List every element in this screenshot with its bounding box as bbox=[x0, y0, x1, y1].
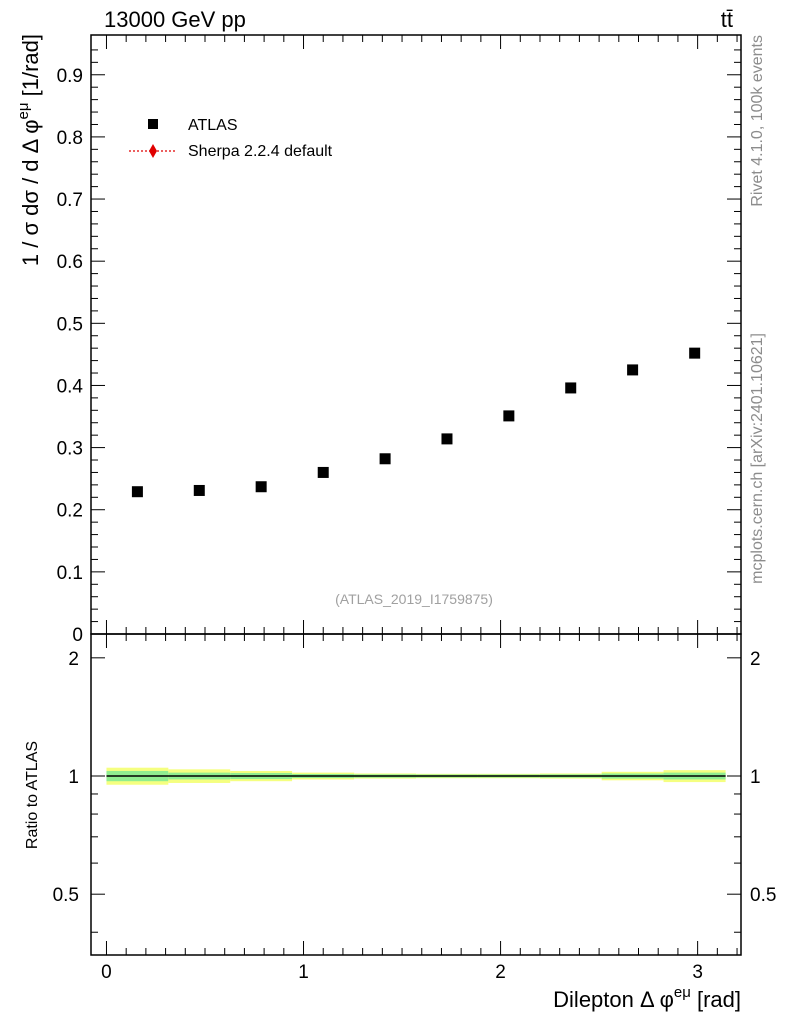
main-ytick-label: 0.8 bbox=[57, 128, 83, 149]
main-points bbox=[131, 347, 701, 498]
ratio-ylabel: Ratio to ATLAS bbox=[24, 741, 41, 849]
watermark: (ATLAS_2019_I1759875) bbox=[335, 591, 493, 607]
atlas-data-point bbox=[317, 466, 329, 478]
xlabel-sup: eμ bbox=[674, 984, 691, 1001]
energy-label: 13000 GeV pp bbox=[104, 7, 246, 32]
ratio-xlabel: Dilepton Δ φeμ [rad] bbox=[553, 984, 741, 1012]
main-ylabel: 1 / σ dσ / d Δ φeμ [1/rad] bbox=[15, 34, 43, 266]
legend: ATLAS Sherpa 2.2.4 default bbox=[129, 117, 333, 160]
mcplots-text: mcplots.cern.ch [arXiv:2401.10621] bbox=[749, 333, 766, 584]
process-label: tt̄ bbox=[721, 7, 733, 32]
main-ytick-label: 0.3 bbox=[57, 439, 83, 460]
main-ylabel-unit: [1/rad] bbox=[18, 34, 43, 102]
atlas-data-point bbox=[627, 364, 639, 376]
atlas-data-point bbox=[379, 453, 391, 465]
ratio-panel: 0.5 0.5 1 1 2 2 0 1 2 3 Ratio to ATLAS Dilepton … bbox=[24, 633, 776, 1012]
ratio-xtick-label: 2 bbox=[495, 962, 506, 983]
ratio-frame bbox=[90, 633, 742, 956]
legend-label-atlas: ATLAS bbox=[188, 117, 238, 134]
ratio-ytick-label-right: 2 bbox=[750, 649, 761, 670]
xlabel-unit: [rad] bbox=[691, 987, 741, 1012]
ratio-yticks: 0.5 0.5 1 1 2 2 bbox=[53, 649, 776, 933]
atlas-data-point bbox=[441, 433, 453, 445]
main-ytick-label: 0.5 bbox=[57, 314, 83, 335]
atlas-data-point bbox=[193, 484, 205, 496]
main-ytick-label: 0.7 bbox=[57, 190, 83, 211]
main-ylabel-sup: eμ bbox=[15, 102, 32, 119]
ratio-ytick-label-left: 0.5 bbox=[53, 885, 79, 906]
ratio-ytick-label-right: 1 bbox=[750, 767, 761, 788]
ratio-xtick-label: 0 bbox=[101, 962, 112, 983]
ratio-xticks: 0 1 2 3 bbox=[101, 634, 738, 983]
main-ytick-label: 0.4 bbox=[57, 376, 84, 397]
legend-marker-atlas bbox=[148, 119, 158, 129]
main-ylabel-main: 1 / σ dσ / d Δ φ bbox=[18, 119, 43, 266]
xlabel-main: Dilepton Δ φ bbox=[553, 987, 674, 1012]
main-ytick-label: 0.9 bbox=[57, 66, 83, 87]
ratio-xtick-label: 3 bbox=[692, 962, 703, 983]
main-yticks: 0 0.1 0.2 0.3 0.4 0.5 0.6 0.7 0.8 0.9 bbox=[57, 49, 741, 646]
atlas-data-point bbox=[689, 347, 701, 359]
main-ytick-label: 0.6 bbox=[57, 252, 83, 273]
main-xticks bbox=[105, 35, 738, 634]
atlas-data-point bbox=[255, 481, 267, 493]
ratio-ytick-label-left: 2 bbox=[68, 649, 79, 670]
main-panel: 0 0.1 0.2 0.3 0.4 0.5 0.6 0.7 0.8 0.9 (ATLAS_2019… bbox=[15, 34, 742, 646]
ratio-ytick-label-left: 1 bbox=[68, 767, 79, 788]
ratio-ytick-label-right: 0.5 bbox=[750, 885, 776, 906]
ratio-xtick-label: 1 bbox=[298, 962, 309, 983]
atlas-data-point bbox=[565, 382, 577, 394]
atlas-data-point bbox=[131, 486, 143, 498]
main-ytick-label: 0.2 bbox=[57, 501, 83, 522]
atlas-data-point bbox=[503, 410, 515, 422]
legend-marker-sherpa bbox=[149, 144, 157, 158]
legend-label-sherpa: Sherpa 2.2.4 default bbox=[188, 143, 333, 160]
main-ytick-label: 0 bbox=[72, 625, 83, 646]
main-ytick-label: 0.1 bbox=[57, 563, 83, 584]
rivet-version-text: Rivet 4.1.0, 100k events bbox=[749, 35, 766, 207]
